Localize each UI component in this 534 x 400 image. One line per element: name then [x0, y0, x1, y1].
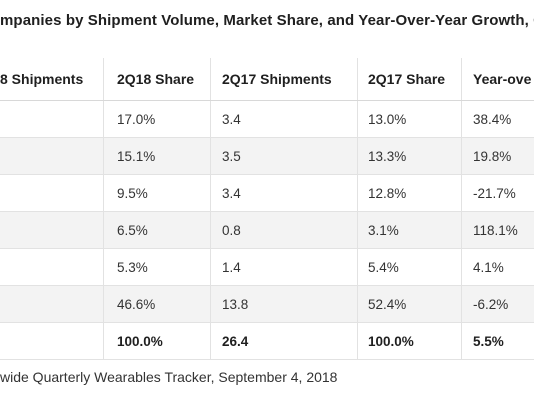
cell-2q17-shipments: 0.8: [222, 222, 241, 238]
column-divider: [461, 101, 462, 137]
cell-2q18-share: 15.1%: [117, 148, 156, 164]
column-divider: [357, 175, 358, 211]
cell-yoy-growth: 5.5%: [473, 333, 504, 349]
header-2q18-share: 2Q18 Share: [117, 71, 195, 87]
column-divider: [103, 249, 104, 285]
column-divider: [357, 138, 358, 174]
cell-2q17-shipments: 3.4: [222, 111, 241, 127]
column-divider: [210, 175, 211, 211]
cell-2q18-share: 46.6%: [117, 296, 156, 312]
table-total-row: 100.0% 26.4 100.0% 5.5%: [0, 323, 534, 360]
cell-2q17-share: 100.0%: [368, 333, 414, 349]
cell-yoy-growth: -21.7%: [473, 185, 516, 201]
column-divider: [357, 323, 358, 359]
cell-yoy-growth: 118.1%: [473, 222, 518, 238]
cell-yoy-growth: -6.2%: [473, 296, 509, 312]
table-row: 6.5% 0.8 3.1% 118.1%: [0, 212, 534, 249]
table-header-row: 8 Shipments 2Q18 Share 2Q17 Shipments 2Q…: [0, 58, 534, 101]
column-divider: [461, 249, 462, 285]
cell-2q18-share: 6.5%: [117, 222, 148, 238]
column-divider: [357, 101, 358, 137]
table-row: 46.6% 13.8 52.4% -6.2%: [0, 286, 534, 323]
column-divider: [210, 212, 211, 248]
column-divider: [210, 249, 211, 285]
cell-yoy-growth: 4.1%: [473, 259, 504, 275]
cell-2q17-shipments: 26.4: [222, 333, 249, 349]
cell-2q17-shipments: 13.8: [222, 296, 249, 312]
source-note: wide Quarterly Wearables Tracker, Septem…: [0, 369, 338, 385]
column-divider: [357, 286, 358, 322]
cell-2q18-share: 100.0%: [117, 333, 163, 349]
column-divider: [461, 286, 462, 322]
header-2q18-shipments: 8 Shipments: [0, 71, 84, 87]
column-divider: [210, 323, 211, 359]
cell-2q17-share: 12.8%: [368, 185, 407, 201]
column-divider: [461, 175, 462, 211]
table-row: 9.5% 3.4 12.8% -21.7%: [0, 175, 534, 212]
column-divider: [461, 58, 462, 100]
column-divider: [357, 58, 358, 100]
column-divider: [103, 138, 104, 174]
column-divider: [103, 101, 104, 137]
column-divider: [210, 286, 211, 322]
table-row: 17.0% 3.4 13.0% 38.4%: [0, 101, 534, 138]
data-table: 8 Shipments 2Q18 Share 2Q17 Shipments 2Q…: [0, 58, 534, 360]
column-divider: [103, 323, 104, 359]
column-divider: [461, 323, 462, 359]
table-row: 5.3% 1.4 5.4% 4.1%: [0, 249, 534, 286]
column-divider: [103, 212, 104, 248]
column-divider: [210, 101, 211, 137]
table-row: 15.1% 3.5 13.3% 19.8%: [0, 138, 534, 175]
cell-yoy-growth: 38.4%: [473, 111, 512, 127]
column-divider: [210, 58, 211, 100]
column-divider: [103, 58, 104, 100]
cell-2q18-share: 9.5%: [117, 185, 148, 201]
cell-2q17-share: 13.3%: [368, 148, 407, 164]
column-divider: [461, 212, 462, 248]
header-2q17-shipments: 2Q17 Shipments: [222, 71, 332, 87]
header-2q17-share: 2Q17 Share: [368, 71, 446, 87]
column-divider: [357, 249, 358, 285]
header-yoy-growth: Year-ove: [473, 71, 532, 87]
cell-2q17-share: 3.1%: [368, 222, 399, 238]
cell-2q18-share: 5.3%: [117, 259, 148, 275]
column-divider: [103, 175, 104, 211]
table-title: mpanies by Shipment Volume, Market Share…: [0, 12, 534, 29]
cell-2q17-share: 5.4%: [368, 259, 399, 275]
column-divider: [461, 138, 462, 174]
column-divider: [103, 286, 104, 322]
cell-2q17-share: 52.4%: [368, 296, 407, 312]
column-divider: [210, 138, 211, 174]
cell-2q17-share: 13.0%: [368, 111, 407, 127]
cell-2q17-shipments: 3.5: [222, 148, 241, 164]
cell-yoy-growth: 19.8%: [473, 148, 512, 164]
cell-2q18-share: 17.0%: [117, 111, 156, 127]
column-divider: [357, 212, 358, 248]
cell-2q17-shipments: 3.4: [222, 185, 241, 201]
cell-2q17-shipments: 1.4: [222, 259, 241, 275]
